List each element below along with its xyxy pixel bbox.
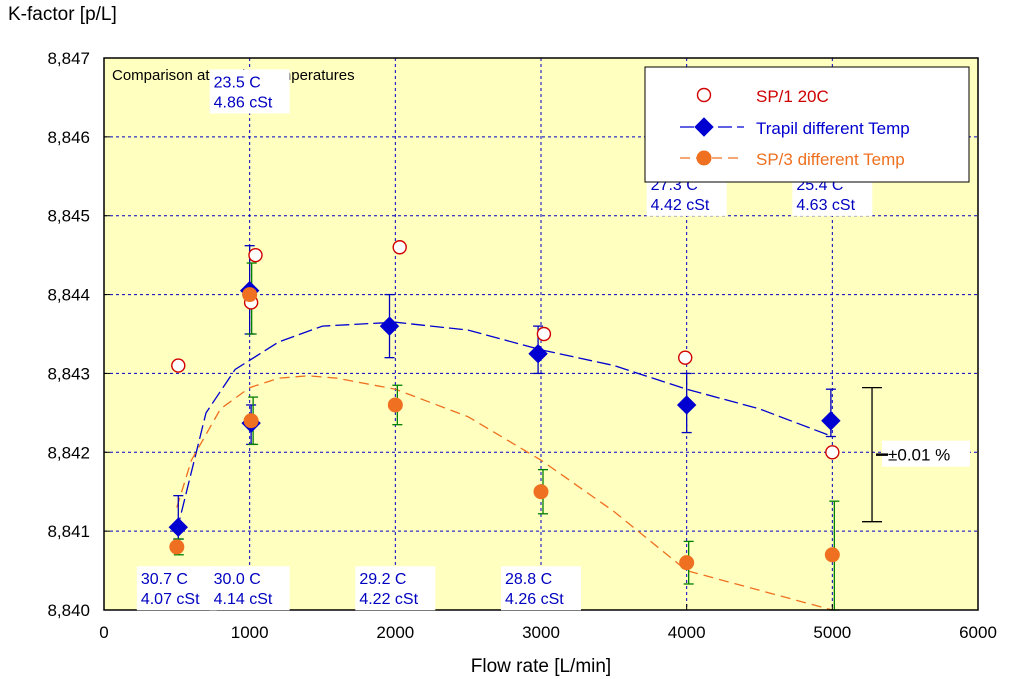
y-tick-label: 8,842 xyxy=(47,443,90,462)
x-tick-label: 5000 xyxy=(813,623,851,642)
sp3-point xyxy=(169,539,185,555)
sp1-point xyxy=(536,326,552,342)
x-tick-label: 3000 xyxy=(522,623,560,642)
x-tick-label: 0 xyxy=(99,623,108,642)
fit-line-trapil xyxy=(176,321,833,532)
sp3-point xyxy=(679,555,695,571)
data-markers xyxy=(168,240,841,571)
trapil-point xyxy=(168,517,188,537)
x-tick-label: 4000 xyxy=(668,623,706,642)
annotation-temperature: 30.7 C xyxy=(141,571,188,588)
reference-bar-label: ±0.01 % xyxy=(888,446,950,465)
reference-bar: ±0.01 % xyxy=(862,386,971,523)
y-tick-label: 8,846 xyxy=(47,128,90,147)
y-tick-label: 8,845 xyxy=(47,207,90,226)
annotation-viscosity: 4.07 cSt xyxy=(141,591,200,608)
trapil-point xyxy=(528,344,548,364)
sp3-point xyxy=(824,547,840,563)
y-tick-label: 8,847 xyxy=(47,49,90,68)
x-tick-label: 2000 xyxy=(376,623,414,642)
annotation-viscosity: 4.42 cSt xyxy=(651,197,710,214)
y-tick-label: 8,844 xyxy=(47,286,90,305)
annotation-viscosity: 4.63 cSt xyxy=(796,197,855,214)
annotation-box xyxy=(501,566,581,611)
legend: SP/1 20C Trapil different Temp SP/3 differ… xyxy=(644,66,970,183)
trapil-point xyxy=(379,316,400,336)
annotation-temperature: 29.2 C xyxy=(359,571,406,588)
annotation-viscosity: 4.14 cSt xyxy=(214,591,273,608)
legend-marker xyxy=(696,87,712,103)
fit-lines xyxy=(176,321,833,611)
sp1-point xyxy=(248,247,263,263)
sp3-point xyxy=(387,397,403,413)
y-tick-label: 8,840 xyxy=(47,601,90,620)
y-tick-label: 8,843 xyxy=(47,364,90,383)
x-tick-label: 6000 xyxy=(959,623,997,642)
annotation-box xyxy=(136,566,217,611)
annotation-temperature: 30.0 C xyxy=(214,571,261,588)
sp1-point xyxy=(825,445,840,460)
y-tick-label: 8,841 xyxy=(47,522,90,541)
x-tick-label: 1000 xyxy=(231,623,269,642)
reference-bar-label-bg xyxy=(882,440,971,467)
legend-marker xyxy=(694,117,714,137)
sp3-point xyxy=(242,287,258,303)
annotation-box xyxy=(209,69,290,114)
annotation-viscosity: 4.26 cSt xyxy=(505,591,564,608)
annotation-box xyxy=(209,566,290,611)
trapil-point xyxy=(821,411,841,431)
legend-label: SP/3 different Temp xyxy=(756,150,905,169)
sp1-point xyxy=(678,350,693,365)
axis-ticks: 0 1000 2000 3000 4000 5000 6000 8,840 8,841 8,842… xyxy=(47,49,996,642)
sp1-point xyxy=(171,358,186,373)
fit-line-sp3 xyxy=(176,375,833,611)
legend-label: Trapil different Temp xyxy=(756,119,910,138)
legend-label: SP/1 20C xyxy=(756,87,829,106)
trapil-point xyxy=(676,395,697,415)
annotation-temperature: 23.5 C xyxy=(214,74,261,91)
annotation-box xyxy=(355,566,436,611)
annotation-viscosity: 4.86 cSt xyxy=(214,94,273,111)
sp3-point xyxy=(243,413,259,429)
x-axis-label: Flow rate [L/min] xyxy=(471,656,611,677)
legend-marker xyxy=(696,150,712,166)
annotation-viscosity: 4.22 cSt xyxy=(359,591,418,608)
annotation-temperature: 28.8 C xyxy=(505,571,552,588)
sp1-point xyxy=(392,240,407,255)
sp3-point xyxy=(533,484,549,500)
y-axis-label: K-factor [p/L] xyxy=(8,4,117,25)
